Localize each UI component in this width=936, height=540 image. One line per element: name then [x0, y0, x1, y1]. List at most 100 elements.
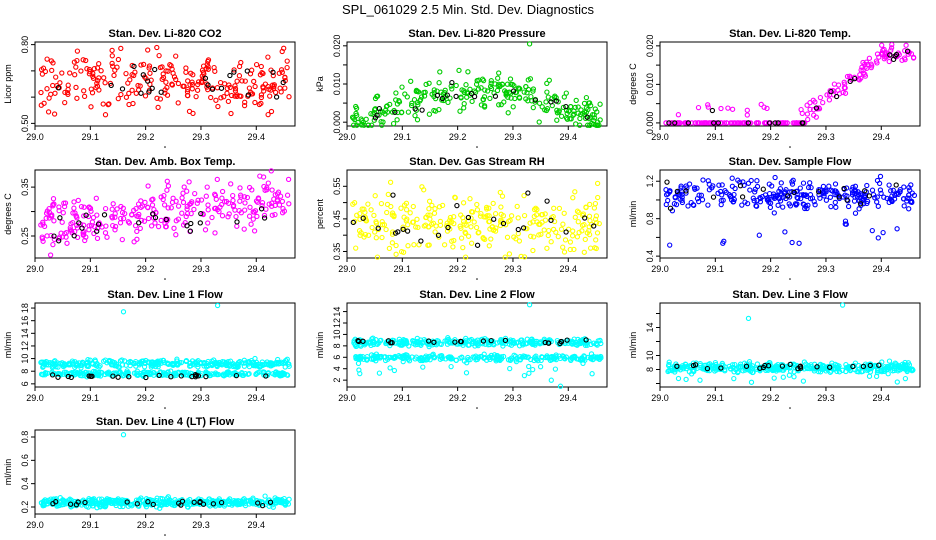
data-point [261, 88, 267, 94]
x-tick-label: 29.4 [560, 264, 578, 274]
data-point [203, 364, 210, 370]
data-point [588, 355, 594, 361]
data-point [387, 179, 394, 185]
data-point [858, 75, 864, 81]
data-point [524, 336, 530, 342]
data-point [368, 207, 374, 213]
data-point [507, 357, 514, 364]
data-point [180, 222, 187, 228]
data-point [110, 63, 116, 69]
data-point [817, 195, 823, 201]
data-point [750, 195, 756, 201]
data-point [193, 93, 199, 100]
data-point [674, 188, 680, 195]
data-point [237, 358, 243, 365]
data-point [468, 215, 474, 221]
data-point [244, 68, 250, 74]
data-point [710, 183, 716, 189]
data-point [225, 200, 232, 206]
data-point [845, 365, 851, 371]
data-point [526, 302, 533, 308]
data-point [175, 100, 181, 106]
data-point [591, 118, 597, 124]
data-point [178, 373, 184, 379]
data-point [510, 339, 517, 345]
data-point [206, 496, 212, 502]
data-point [423, 214, 429, 221]
data-point [523, 84, 529, 90]
data-point [521, 192, 527, 199]
data-point [388, 203, 394, 210]
data-point [399, 84, 405, 90]
data-point [109, 214, 115, 220]
data-point [102, 357, 109, 363]
panel-title: Stan. Dev. Li-820 Pressure [408, 28, 545, 40]
data-point [483, 357, 490, 363]
data-point [356, 355, 362, 361]
data-point [389, 231, 396, 237]
data-point [460, 200, 467, 206]
y-tick-label: 0.80 [20, 36, 30, 54]
data-point [497, 83, 503, 90]
data-point [873, 362, 880, 369]
data-point [721, 120, 728, 126]
data-point [227, 72, 233, 79]
data-point [845, 203, 852, 210]
data-point [159, 496, 166, 502]
data-point [778, 180, 784, 186]
data-point [97, 363, 103, 369]
data-point [828, 88, 834, 95]
data-point [138, 62, 144, 68]
data-point [704, 365, 711, 372]
y-axis-label: ml/min [315, 332, 325, 359]
data-point [842, 81, 848, 87]
data-point [160, 71, 166, 77]
data-point [852, 210, 859, 216]
data-point [450, 244, 456, 250]
data-point [242, 371, 249, 377]
data-point [673, 201, 680, 208]
x-axis-label-dot [789, 146, 791, 148]
data-point [526, 41, 533, 47]
data-point [734, 120, 740, 126]
data-point [525, 86, 532, 93]
data-point [869, 63, 875, 69]
data-point [461, 101, 467, 107]
data-point [129, 211, 135, 218]
data-point [98, 369, 104, 375]
data-point [511, 352, 517, 358]
data-point [70, 360, 76, 366]
data-point [891, 365, 897, 372]
data-point [215, 501, 222, 507]
data-point [827, 364, 833, 370]
data-point [192, 498, 198, 505]
data-point [780, 120, 787, 126]
data-point [81, 231, 87, 238]
data-point [79, 225, 85, 231]
data-point [136, 496, 143, 503]
data-point [389, 212, 395, 218]
data-point [140, 72, 146, 78]
data-point [594, 180, 601, 187]
data-point [561, 354, 567, 360]
data-point [81, 372, 88, 379]
data-point [501, 99, 507, 105]
data-point [181, 83, 187, 89]
data-point [68, 374, 74, 381]
data-point [412, 112, 418, 119]
data-point [165, 494, 171, 500]
data-point [149, 85, 155, 91]
x-tick-label: 29.4 [248, 393, 266, 403]
data-point [55, 85, 61, 91]
data-point [671, 367, 677, 373]
data-point [88, 208, 94, 214]
data-point [205, 66, 211, 72]
data-point [753, 203, 760, 209]
x-tick-label: 29.3 [192, 393, 210, 403]
data-point [464, 94, 470, 100]
data-point [797, 365, 804, 371]
data-point [890, 187, 896, 193]
data-point [200, 69, 207, 75]
data-point [145, 204, 151, 211]
data-point [909, 190, 915, 196]
